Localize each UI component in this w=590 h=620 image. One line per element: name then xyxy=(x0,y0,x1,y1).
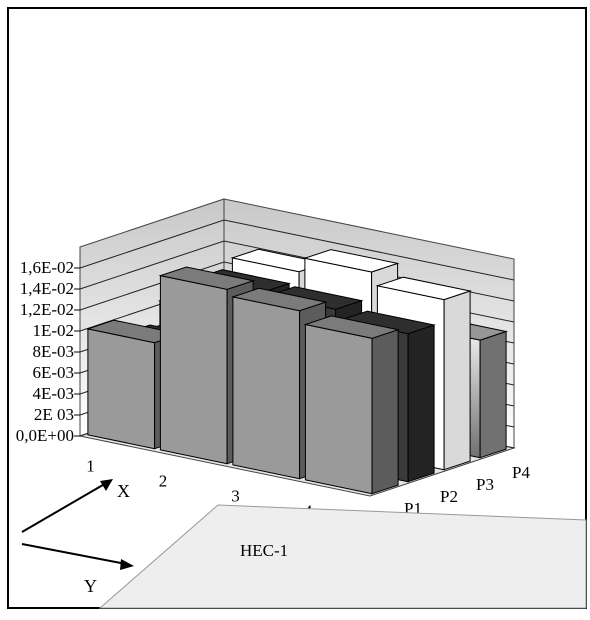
bar-side-face xyxy=(443,290,471,471)
x-arrowhead xyxy=(100,479,113,491)
x-category-label: 3 xyxy=(231,487,240,506)
y-tick-label: 1,2E-02 xyxy=(20,300,74,319)
gridline xyxy=(79,219,515,281)
y-tick-label: 2E 03 xyxy=(34,405,74,424)
bar-top-face xyxy=(303,315,401,339)
bar-P1-4 xyxy=(303,315,401,495)
y-tick-label: 4E-03 xyxy=(32,384,74,403)
bar-top-face xyxy=(158,266,256,290)
bar-top-face xyxy=(230,287,328,312)
bar-side-face xyxy=(371,329,399,495)
bar-top-face xyxy=(302,249,400,273)
y-tick-label: 6E-03 xyxy=(32,363,74,382)
y-tick-label: 1,6E-02 xyxy=(20,258,74,277)
bar-front-face xyxy=(159,274,228,465)
series-label: P4 xyxy=(512,463,530,482)
y-direction-arrow xyxy=(21,543,127,565)
series-label: P2 xyxy=(440,487,458,506)
bar-top-face xyxy=(375,276,473,301)
chart-labels: 0,0E+00 2E 03 4E-03 6E-03 8E-03 1E-02 1,2E-02 1… xyxy=(16,258,587,609)
series-label: P3 xyxy=(476,475,494,494)
y-axis-label: Y xyxy=(84,576,97,596)
bar-side-face xyxy=(407,324,435,483)
y-tick-label: 1,4E-02 xyxy=(20,279,74,298)
bar-front-face xyxy=(304,323,373,495)
bar-front-face xyxy=(232,296,301,480)
y-tick-label: 8E-03 xyxy=(32,342,74,361)
x-axis-label: X xyxy=(117,481,130,501)
annotation-plate xyxy=(98,504,587,609)
chart-bars xyxy=(85,248,509,495)
annotation-label: HEC-1 xyxy=(240,541,288,560)
x-category-label: 1 xyxy=(86,457,95,476)
y-arrowhead xyxy=(120,559,134,570)
y-tick-label: 1E-02 xyxy=(32,321,74,340)
x-direction-arrow xyxy=(21,481,109,533)
x-category-label: 2 xyxy=(159,472,168,491)
bar-front-face xyxy=(87,328,156,450)
bar-side-face xyxy=(479,330,507,459)
y-tick-label: 0,0E+00 xyxy=(16,426,74,445)
